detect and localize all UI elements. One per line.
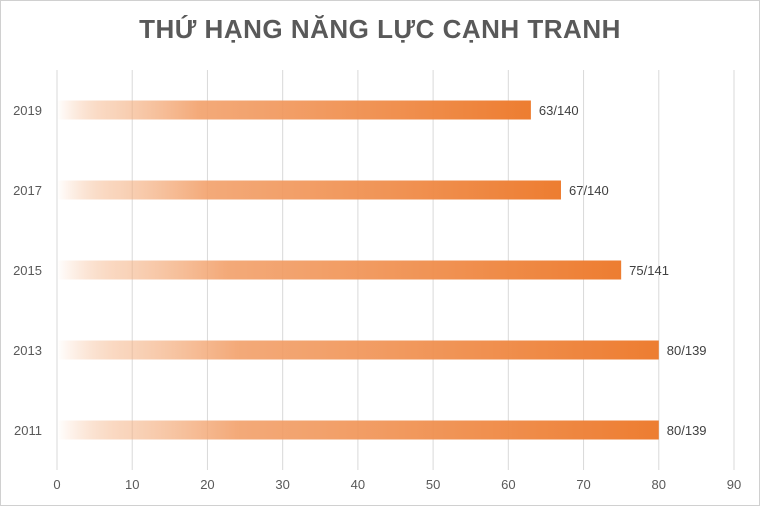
bar-2013 bbox=[57, 340, 659, 360]
x-tick-label: 80 bbox=[652, 477, 666, 492]
data-label-2015: 75/141 bbox=[629, 263, 669, 278]
x-tick-label: 30 bbox=[275, 477, 289, 492]
x-tick-label: 60 bbox=[501, 477, 515, 492]
x-tick-label: 50 bbox=[426, 477, 440, 492]
data-label-2019: 63/140 bbox=[539, 103, 579, 118]
bar-2017 bbox=[57, 180, 561, 200]
x-tick-label: 70 bbox=[576, 477, 590, 492]
category-label-2015: 2015 bbox=[13, 263, 42, 278]
x-tick-label: 10 bbox=[125, 477, 139, 492]
category-label-2019: 2019 bbox=[13, 103, 42, 118]
category-label-2013: 2013 bbox=[13, 343, 42, 358]
data-label-2017: 67/140 bbox=[569, 183, 609, 198]
category-label-2017: 2017 bbox=[13, 183, 42, 198]
bar-2019 bbox=[57, 100, 531, 120]
data-label-2011: 80/139 bbox=[667, 423, 707, 438]
bar-2011 bbox=[57, 420, 659, 440]
x-tick-label: 20 bbox=[200, 477, 214, 492]
data-label-2013: 80/139 bbox=[667, 343, 707, 358]
chart-title: THỨ HẠNG NĂNG LỰC CẠNH TRANH bbox=[139, 14, 621, 44]
x-tick-label: 0 bbox=[53, 477, 60, 492]
category-label-2011: 2011 bbox=[14, 423, 42, 438]
x-tick-label: 40 bbox=[351, 477, 365, 492]
bar-2015 bbox=[57, 260, 622, 280]
x-tick-label: 90 bbox=[727, 477, 741, 492]
